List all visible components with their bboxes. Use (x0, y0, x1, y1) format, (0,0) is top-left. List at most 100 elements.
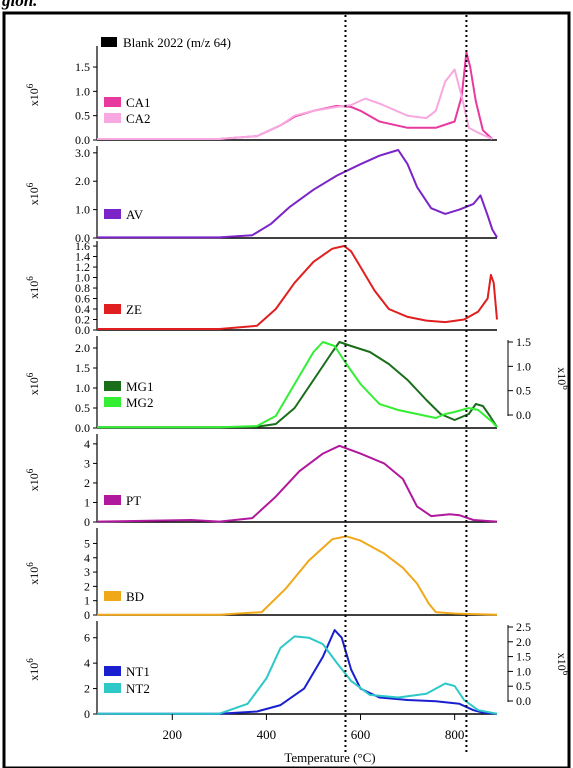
legend-swatch-ze (104, 304, 121, 314)
x-tick-label: 800 (445, 727, 465, 742)
series-line-mg2 (97, 341, 498, 429)
series-line-nt1 (97, 629, 498, 715)
y-unit-label: x106 (25, 658, 41, 681)
panel-7: 0 2 4 6 x106 0.00.51.01.52.02.5 x106 NT1 NT2 (25, 620, 571, 721)
legend-label-ca1: CA1 (126, 95, 151, 110)
y-tick-label: 2 (84, 579, 90, 593)
y-unit-label: x106 (25, 562, 41, 585)
y-tick-label: 6 (84, 631, 90, 645)
legend-swatch-ca2 (104, 113, 121, 123)
legend-label-blank: Blank 2022 (m/z 64) (123, 35, 231, 50)
y-tick-label: 0 (84, 608, 90, 622)
panel-4: 0.0 0.5 1.0 1.5 2.0 x106 0.0 0.5 1.0 1.5 x106 MG1MG… (25, 335, 571, 435)
x-tick-label: 200 (163, 727, 183, 742)
y-tick-label: 2 (84, 476, 90, 490)
legend-label-mg2: MG2 (126, 395, 153, 410)
y-tick-label: 0.5 (75, 109, 90, 123)
y2-tick-label: 1.5 (516, 650, 531, 664)
y-tick-label: 1.5 (75, 361, 90, 375)
y-tick-label: 1.0 (75, 381, 90, 395)
y2-tick-label: 1.5 (516, 335, 531, 349)
y-tick-label: 1 (84, 495, 90, 509)
series-line-bd (97, 535, 498, 616)
series-line-av (97, 149, 498, 239)
legend-swatch-nt1 (104, 666, 121, 676)
y-tick-label: 0.0 (75, 421, 90, 435)
y-tick-label: 0.2 (75, 313, 90, 327)
series-line-ze (97, 245, 498, 330)
y2-tick-label: 0.5 (516, 679, 531, 693)
legend-swatch-pt (104, 495, 121, 505)
y2-tick-label: 0.5 (516, 384, 531, 398)
figure-frame (2, 11, 571, 768)
y-tick-label: 0.0 (75, 323, 90, 337)
y-tick-label: 0.5 (75, 401, 90, 415)
series-line-pt (96, 444, 498, 523)
y-tick-label: 3.0 (75, 146, 90, 160)
panel-3: 0.00.20.40.60.81.01.21.41.6 x106 ZE (25, 239, 498, 337)
y-tick-label: 4 (84, 551, 90, 565)
y-unit-label: x106 (25, 182, 41, 205)
series-line-mg1 (97, 341, 498, 429)
panel-5: 0 1 2 3 4 x106 PT (25, 434, 498, 529)
series-line-ca1 (97, 51, 493, 140)
y-tick-label: 0.4 (75, 302, 90, 316)
legend-label-ze: ZE (126, 302, 142, 317)
legend-swatch-mg2 (104, 397, 121, 407)
y2-unit-label: x106 (555, 367, 571, 390)
y-tick-label: 1.5 (75, 60, 90, 74)
y-tick-label: 1.0 (75, 271, 90, 285)
legend-label-bd: BD (126, 589, 144, 604)
legend-swatch-ca1 (104, 97, 121, 107)
y-tick-label: 1 (84, 594, 90, 608)
y-tick-label: 2.0 (75, 174, 90, 188)
legend-swatch-blank (101, 37, 117, 47)
x-tick-label: 600 (351, 727, 371, 742)
y2-tick-label: 0.0 (516, 694, 531, 708)
x-tick-label: 400 (257, 727, 277, 742)
legend-label-av: AV (126, 207, 144, 222)
y-tick-label: 0.0 (75, 133, 90, 147)
legend-label-nt1: NT1 (126, 664, 150, 679)
y-tick-label: 5 (84, 536, 90, 550)
y-tick-label: 0 (84, 707, 90, 721)
y-tick-label: 2 (84, 682, 90, 696)
y-unit-label: x106 (25, 468, 41, 491)
y-tick-label: 1.0 (75, 84, 90, 98)
series-line-nt2 (97, 635, 498, 715)
y-tick-label: 3 (84, 565, 90, 579)
y-tick-label: 1.4 (75, 250, 90, 264)
y2-unit-label: x106 (555, 653, 571, 676)
x-axis-label: Temperature (°C) (284, 750, 375, 765)
y-tick-label: 1.0 (75, 203, 90, 217)
series-line-ca2 (97, 68, 493, 140)
y-tick-label: 0.8 (75, 281, 90, 295)
y-tick-label: 0.0 (75, 231, 90, 245)
y-unit-label: x106 (25, 372, 41, 395)
legend-label-ca2: CA2 (126, 111, 151, 126)
y-tick-label: 2.0 (75, 341, 90, 355)
y2-tick-label: 1.0 (516, 664, 531, 678)
legend-label-mg1: MG1 (126, 379, 153, 394)
y-tick-label: 4 (84, 437, 90, 451)
legend-swatch-av (104, 209, 121, 219)
y-unit-label: x106 (25, 276, 41, 299)
y-tick-label: 0 (84, 515, 90, 529)
y2-tick-label: 2.5 (516, 620, 531, 634)
panel-2: 0.0 1.0 2.0 3.0 x106 AV (25, 146, 498, 245)
y-tick-label: 3 (84, 456, 90, 470)
y-tick-label: 1.2 (75, 260, 90, 274)
legend-swatch-bd (104, 591, 121, 601)
legend-label-pt: PT (126, 493, 141, 508)
caption-fragment: gion. (2, 0, 38, 10)
y-tick-label: 0.6 (75, 292, 90, 306)
y-tick-label: 1.6 (75, 239, 90, 253)
y2-tick-label: 1.0 (516, 359, 531, 373)
y-tick-label: 4 (84, 656, 90, 670)
legend-swatch-nt2 (104, 683, 121, 693)
legend-swatch-mg1 (104, 381, 121, 391)
legend-label-nt2: NT2 (126, 681, 150, 696)
